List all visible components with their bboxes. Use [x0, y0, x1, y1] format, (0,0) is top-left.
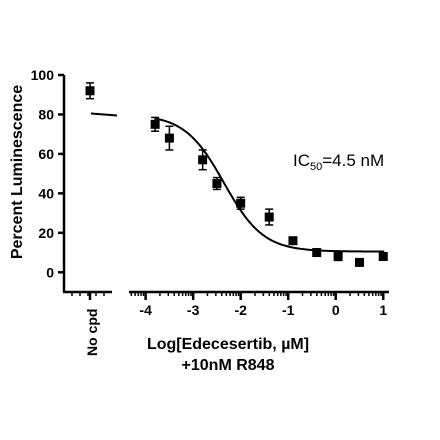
- data-point: [354, 257, 364, 267]
- x-tick-label: -1: [282, 302, 295, 318]
- y-axis: 0 20 40 60 80 100: [31, 67, 66, 292]
- ic50-annotation: IC50=4.5 nM: [293, 151, 384, 173]
- no-cpd-baseline: [90, 112, 118, 117]
- point-marker: [333, 251, 343, 261]
- x-axis: -4 -3 -2 -1 0 1: [129, 290, 389, 318]
- point-marker: [354, 257, 364, 267]
- data-point: [198, 149, 208, 171]
- x-tick-label: -2: [234, 302, 247, 318]
- data-point: [236, 196, 246, 210]
- point-marker: [85, 86, 95, 96]
- y-tick-label: 80: [38, 106, 54, 122]
- x-tick-label: 0: [332, 302, 340, 318]
- y-tick-label: 60: [38, 146, 54, 162]
- y-tick-label: 0: [46, 264, 54, 280]
- point-marker: [378, 251, 388, 261]
- ic50-subscript: 50: [310, 161, 322, 173]
- x-tick-label: -3: [187, 302, 200, 318]
- point-marker: [312, 248, 322, 258]
- point-marker: [288, 236, 298, 246]
- x-axis-title-line1: Log[Edecesertib, µM]: [147, 336, 309, 353]
- data-point: [150, 116, 160, 132]
- point-marker: [198, 155, 208, 165]
- x-axis-title-line2: +10nM R848: [182, 357, 275, 374]
- no-cpd-label: No cpd: [84, 309, 100, 356]
- point-marker: [212, 179, 222, 188]
- y-tick-label: 100: [31, 67, 55, 83]
- x-tick-label: -4: [139, 302, 152, 318]
- point-marker: [150, 119, 160, 129]
- data-point: [333, 251, 343, 262]
- y-axis-title: Percent Luminescence: [9, 85, 26, 259]
- data-point: [378, 251, 388, 261]
- data-point: [85, 82, 95, 100]
- data-point: [164, 125, 174, 151]
- ic50-value: =4.5 nM: [322, 151, 384, 170]
- y-tick-label: 20: [38, 225, 54, 241]
- data-point: [264, 208, 274, 226]
- point-marker: [236, 198, 246, 208]
- fit-curve: [154, 117, 385, 253]
- data-point: [312, 248, 322, 258]
- point-marker: [264, 212, 274, 222]
- data-points: [85, 82, 388, 267]
- ic50-prefix: IC: [293, 151, 310, 170]
- x-axis-no-cpd: [63, 290, 112, 300]
- data-point: [212, 176, 222, 191]
- x-tick-label: 1: [379, 302, 387, 318]
- point-marker: [164, 133, 174, 143]
- fit-curves: [90, 112, 385, 253]
- data-point: [288, 236, 298, 246]
- y-tick-label: 40: [38, 185, 54, 201]
